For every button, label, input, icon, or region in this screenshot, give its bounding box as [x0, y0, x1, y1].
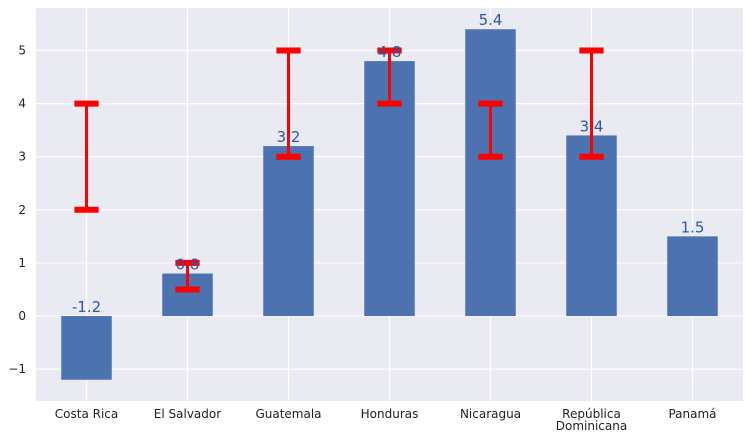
- y-tick-label-3: 2: [18, 203, 26, 217]
- y-tick-label-0: −1: [8, 362, 26, 376]
- value-label-0: -1.2: [72, 298, 101, 316]
- x-tick-label-line-5-1: Dominicana: [556, 419, 627, 433]
- x-tick-label-5: República Dominicana: [556, 407, 627, 433]
- y-tick-label-1: 0: [18, 309, 26, 323]
- value-label-5: 3.4: [580, 117, 604, 135]
- range-marker-3: [377, 47, 402, 107]
- range-markers: [74, 47, 604, 293]
- x-tick-label-line-5-0: República: [562, 407, 621, 421]
- y-tick-label-2: 1: [18, 256, 26, 270]
- y-tick-label-6: 5: [18, 43, 26, 57]
- y-axis: −1 0 1 2 3 4 5: [8, 43, 26, 376]
- value-label-1: 0.8: [176, 256, 200, 274]
- x-tick-label-line-4-0: Nicaragua: [460, 407, 521, 421]
- y-tick-label-4: 3: [18, 150, 26, 164]
- bar-6: [667, 236, 718, 317]
- range-marker-0: [74, 100, 99, 213]
- x-tick-label-4: Nicaragua: [460, 407, 521, 421]
- value-label-2: 3.2: [277, 128, 301, 146]
- x-tick-label-line-0-0: Costa Rica: [55, 407, 118, 421]
- x-tick-label-3: Honduras: [361, 407, 419, 421]
- x-tick-label-0: Costa Rica: [55, 407, 118, 421]
- y-tick-label-5: 4: [18, 97, 26, 111]
- bar-4: [465, 29, 516, 317]
- value-labels: -1.2 0.8 3.2 4.8 5.4 3.4 1.5: [72, 11, 705, 316]
- x-tick-label-1: El Salvador: [154, 407, 221, 421]
- value-label-3: 4.8: [378, 43, 402, 61]
- range-marker-2: [276, 47, 301, 160]
- value-label-4: 5.4: [479, 11, 503, 29]
- x-tick-label-line-6-0: Panamá: [668, 407, 716, 421]
- range-marker-4: [478, 100, 503, 160]
- x-tick-label-line-3-0: Honduras: [361, 407, 419, 421]
- x-tick-label-line-1-0: El Salvador: [154, 407, 221, 421]
- bar-2: [263, 146, 314, 317]
- x-tick-label-6: Panamá: [668, 407, 716, 421]
- bar-5: [566, 135, 617, 317]
- bars: [61, 29, 718, 380]
- x-tick-label-2: Guatemala: [255, 407, 321, 421]
- x-tick-label-line-2-0: Guatemala: [255, 407, 321, 421]
- range-marker-1: [175, 259, 200, 293]
- bar-0: [61, 316, 112, 380]
- range-marker-5: [579, 47, 604, 160]
- value-label-6: 1.5: [681, 218, 705, 236]
- x-axis: Costa Rica El Salvador Guatemala Honduras Ni…: [55, 407, 717, 433]
